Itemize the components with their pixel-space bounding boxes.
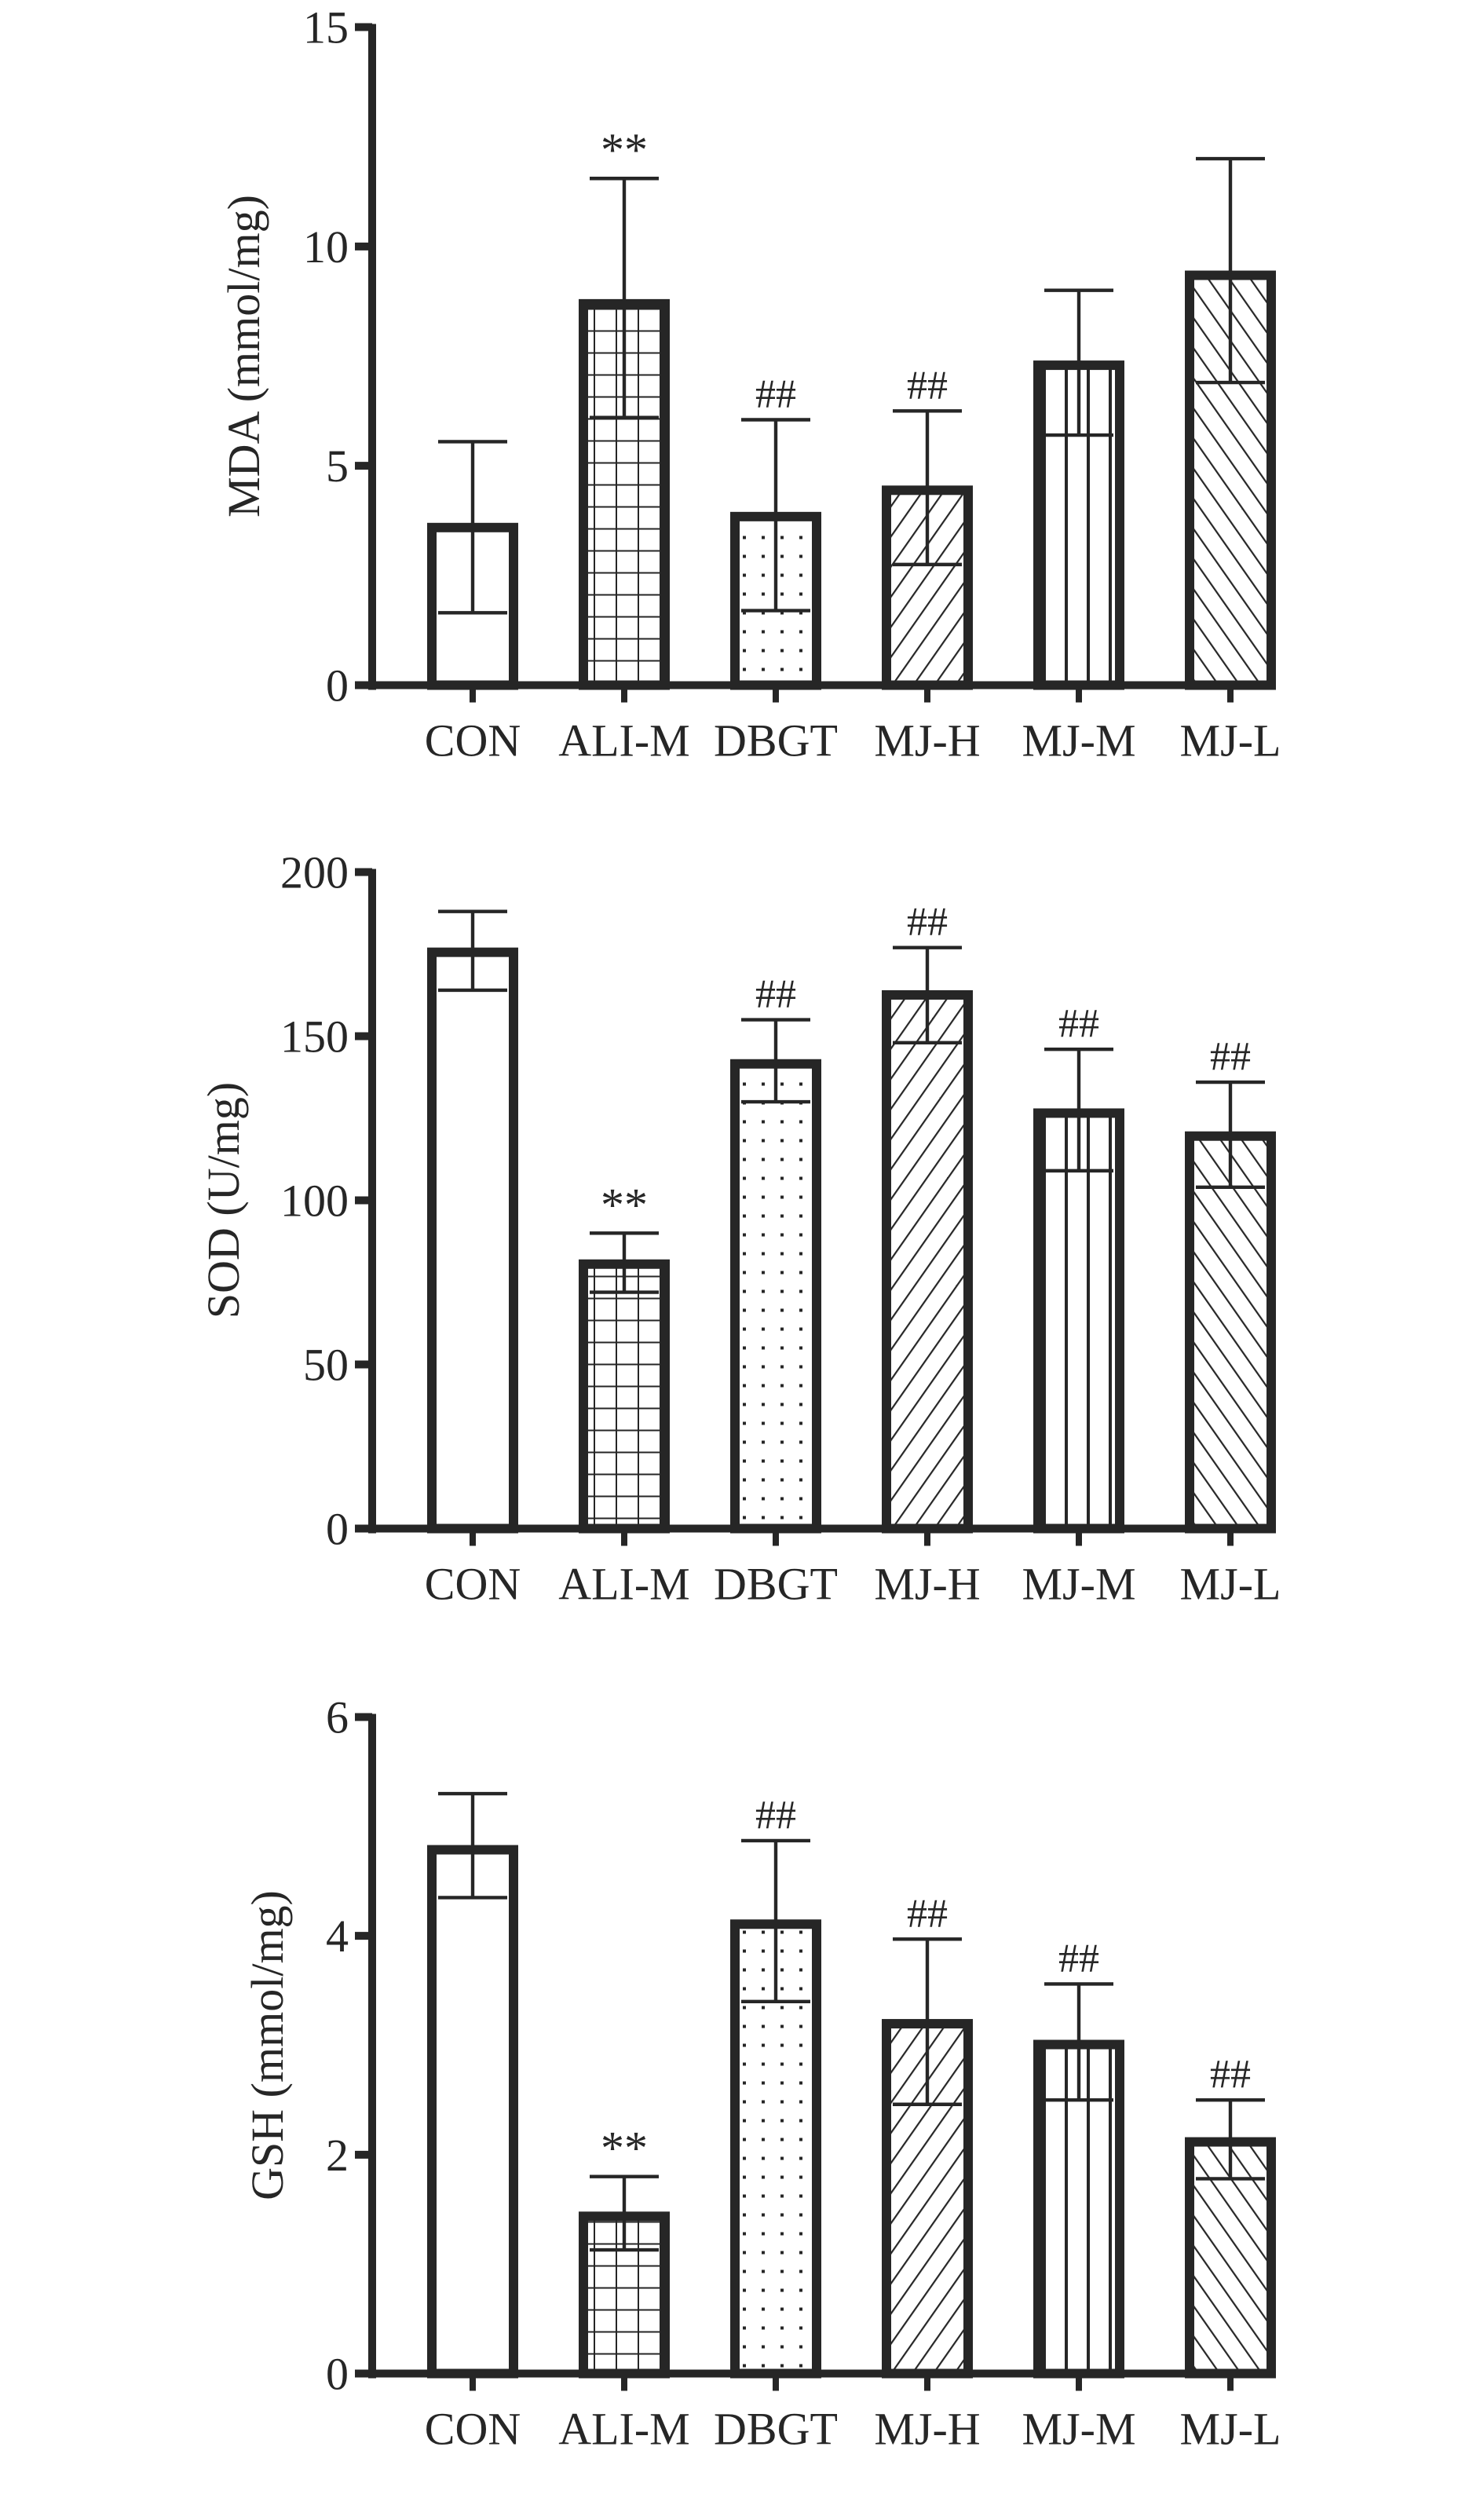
sod-x-tick-label: MJ-L <box>1180 1559 1281 1610</box>
sod-chart: SOD (U/mg) ** ## ## ## ## 0 50 100 150 200 CON ALI-M… <box>198 847 1281 1610</box>
gsh-x-tick-label: MJ-L <box>1180 2404 1281 2455</box>
gsh-chart: GSH (mmol/mg) ** ## ## ## ## 0 2 4 6 CON ALI-M DBGT M… <box>242 1692 1281 2455</box>
gsh-y-tick-label: 2 <box>326 2130 349 2181</box>
gsh-x-tick-label: MJ-M <box>1022 2404 1135 2455</box>
sod-x-tick-label: ALI-M <box>558 1559 690 1610</box>
gsh-bar <box>427 1845 518 2379</box>
sod-significance-label: ## <box>907 900 948 945</box>
gsh-y-tick-label: 6 <box>326 1692 349 1743</box>
sod-bar <box>1033 1108 1124 1534</box>
mda-x-tick-label: MJ-L <box>1180 715 1281 766</box>
sod-bar <box>882 989 973 1534</box>
gsh-significance-label: ** <box>601 2123 648 2174</box>
sod-y-tick-label: 150 <box>280 1011 349 1062</box>
mda-significance-label: ** <box>601 124 648 176</box>
sod-x-tick-label: MJ-H <box>874 1559 980 1610</box>
sod-significance-label: ## <box>1058 1001 1099 1046</box>
sod-y-tick-label: 100 <box>280 1176 349 1227</box>
mda-y-tick-label: 10 <box>303 221 349 272</box>
mda-y-tick-label: 0 <box>326 660 349 711</box>
gsh-significance-label: ## <box>1058 1936 1099 1980</box>
gsh-significance-label: ## <box>907 1891 948 1936</box>
gsh-y-tick-label: 4 <box>326 1911 349 1962</box>
mda-x-tick-label: MJ-M <box>1022 715 1135 766</box>
gsh-x-tick-label: DBGT <box>714 2404 838 2455</box>
sod-y-tick-label: 0 <box>326 1504 349 1555</box>
sod-y-tick-label: 50 <box>303 1340 349 1391</box>
gsh-y-tick-label: 0 <box>326 2349 349 2400</box>
sod-y-axis-label: SOD (U/mg) <box>198 1082 249 1318</box>
sod-x-tick-label: CON <box>425 1559 521 1610</box>
sod-significance-label: ## <box>755 972 796 1017</box>
mda-significance-label: ## <box>755 372 796 417</box>
mda-y-axis-label: MDA (mmol/mg) <box>218 195 269 518</box>
sod-significance-label: ## <box>1210 1034 1251 1079</box>
sod-bar <box>1185 1131 1276 1534</box>
sod-x-tick-label: MJ-M <box>1022 1559 1135 1610</box>
sod-bar <box>427 947 518 1534</box>
gsh-x-tick-label: CON <box>425 2404 521 2455</box>
mda-x-tick-label: DBGT <box>714 715 838 766</box>
mda-x-tick-label: MJ-H <box>874 715 980 766</box>
gsh-significance-label: ## <box>1210 2052 1251 2097</box>
mda-x-tick-label: CON <box>425 715 521 766</box>
sod-bar <box>579 1259 670 1534</box>
sod-bar <box>730 1059 821 1534</box>
mda-y-tick-label: 5 <box>326 441 349 492</box>
sod-significance-label: ** <box>601 1179 648 1231</box>
gsh-y-axis-label: GSH (mmol/mg) <box>242 1890 293 2200</box>
gsh-x-tick-label: ALI-M <box>558 2404 690 2455</box>
gsh-x-tick-label: MJ-H <box>874 2404 980 2455</box>
sod-x-tick-label: DBGT <box>714 1559 838 1610</box>
mda-chart: MDA (mmol/mg) ** ## ## 0 5 10 15 CON ALI-M DBGT MJ-… <box>218 2 1281 766</box>
mda-significance-label: ## <box>907 363 948 408</box>
gsh-significance-label: ## <box>755 1793 796 1838</box>
mda-x-tick-label: ALI-M <box>558 715 690 766</box>
mda-y-tick-label: 15 <box>303 2 349 53</box>
sod-y-tick-label: 200 <box>280 847 349 898</box>
